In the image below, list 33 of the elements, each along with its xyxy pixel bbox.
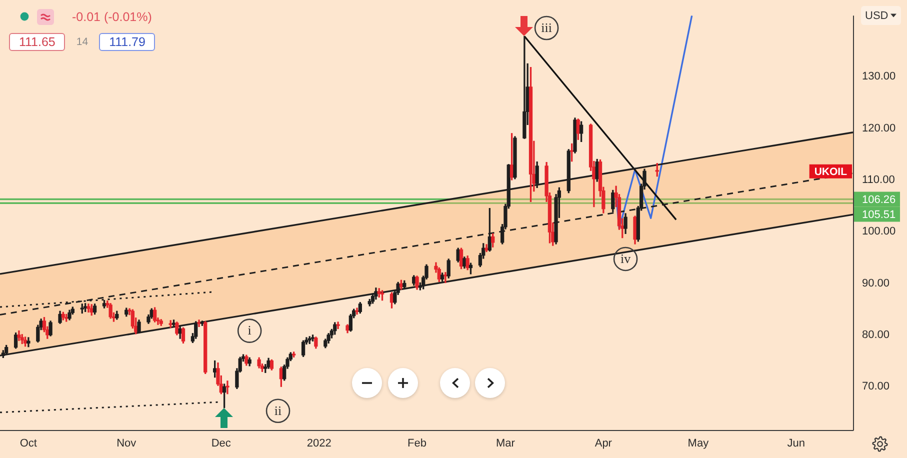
annotation: ii bbox=[274, 402, 282, 418]
x-tick-label: Jun bbox=[787, 438, 806, 450]
candlestick bbox=[197, 320, 201, 327]
x-tick-label: Feb bbox=[408, 438, 427, 450]
y-tick-label: 110.00 bbox=[862, 174, 895, 186]
x-tick-label: Oct bbox=[20, 438, 37, 450]
x-tick-label: May bbox=[688, 438, 710, 450]
x-tick-label: Apr bbox=[594, 438, 612, 450]
y-tick-label: 100.00 bbox=[862, 226, 896, 238]
y-tick-label: 90.00 bbox=[862, 277, 890, 290]
y-axis-title: USD bbox=[865, 10, 888, 22]
legend-label: 105.51 bbox=[862, 208, 896, 221]
y-tick-label: 70.00 bbox=[862, 380, 890, 393]
candlestick bbox=[26, 337, 30, 348]
annotation: 111.65 bbox=[9, 33, 66, 51]
annotation: 14 bbox=[75, 36, 90, 48]
annotation: 111.79 bbox=[99, 33, 156, 51]
annotation: UKOIL bbox=[814, 166, 848, 178]
x-tick-label: Dec bbox=[211, 438, 232, 450]
y-tick-label: 120.00 bbox=[862, 122, 896, 134]
annotation: iii bbox=[541, 20, 552, 35]
y-tick-label: 130.00 bbox=[862, 70, 896, 83]
x-tick-label: Mar bbox=[496, 438, 516, 450]
candlestick bbox=[444, 272, 448, 284]
annotation: i bbox=[248, 322, 252, 338]
y-tick-label: 80.00 bbox=[862, 328, 890, 341]
annotation: iv bbox=[620, 250, 632, 266]
candlestick bbox=[336, 322, 340, 330]
candlestick bbox=[226, 380, 230, 394]
x-tick-label: Nov bbox=[116, 438, 137, 450]
ref-line-label: 106.26 bbox=[862, 194, 896, 206]
annotation: -0.01 (-0.01%) bbox=[72, 10, 152, 24]
x-tick-label: 2022 bbox=[306, 438, 332, 450]
